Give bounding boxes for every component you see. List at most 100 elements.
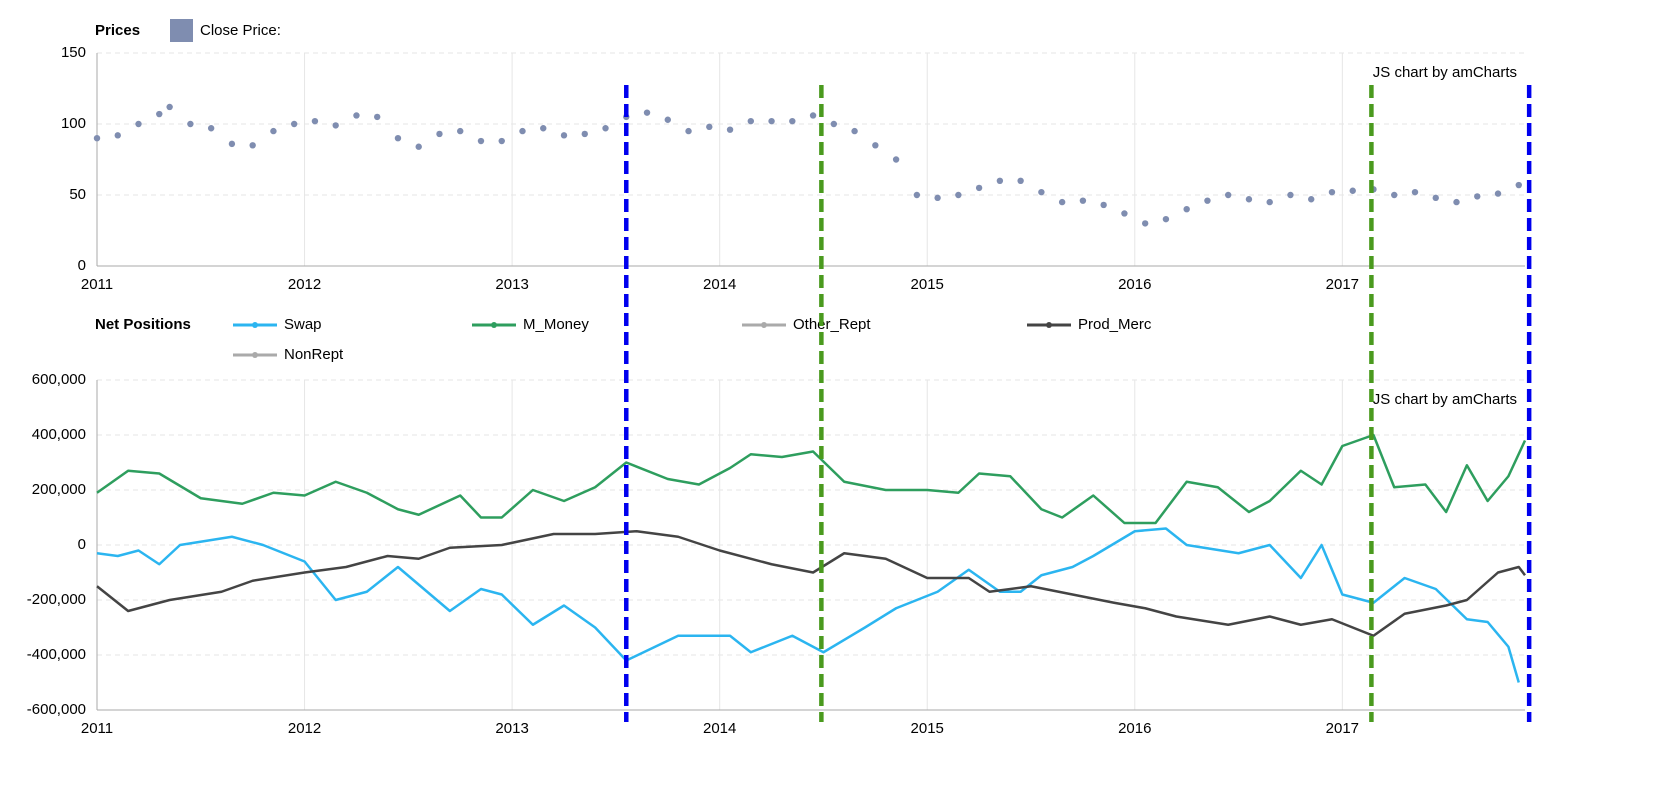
price-point (1349, 187, 1356, 194)
x-tick-label: 2011 (81, 720, 113, 737)
price-point (1308, 196, 1315, 203)
price-point (581, 130, 588, 138)
legend-label: Prod_Merc (1078, 316, 1152, 333)
y-tick-label: 50 (69, 186, 86, 203)
price-point (1411, 188, 1419, 196)
price-point (1515, 181, 1522, 189)
price-point (1058, 198, 1066, 206)
x-tick-label: 2013 (495, 276, 528, 293)
price-point (498, 137, 505, 145)
price-point (540, 125, 547, 132)
legend-dot (761, 322, 767, 328)
legend-dot (252, 322, 258, 328)
price-point (726, 126, 734, 133)
price-point (290, 120, 298, 128)
price-point (477, 137, 485, 145)
series-line (96, 530, 1526, 637)
price-point (560, 132, 568, 139)
price-point (1038, 188, 1045, 196)
price-point (114, 132, 121, 139)
x-tick-label: 2014 (703, 720, 736, 737)
price-point (830, 120, 838, 128)
legend-swatch (170, 19, 193, 42)
x-tick-label: 2012 (288, 276, 321, 293)
legend-dot (491, 322, 497, 328)
price-point (1121, 210, 1128, 217)
price-point (892, 156, 900, 163)
price-point (519, 127, 526, 135)
price-point (1183, 206, 1190, 213)
y-tick-label: 200,000 (32, 481, 86, 498)
price-point (602, 125, 609, 132)
x-tick-label: 2015 (911, 276, 944, 293)
y-tick-label: 150 (61, 44, 86, 61)
price-point (643, 109, 651, 116)
price-point (187, 120, 194, 128)
credit: JS chart by amCharts (1373, 391, 1517, 408)
price-point (1494, 190, 1502, 197)
price-point (228, 140, 236, 148)
price-point (457, 127, 464, 135)
price-point (706, 123, 713, 131)
legend-label: Swap (284, 316, 322, 333)
chart-title: Net Positions (95, 316, 191, 333)
price-point (913, 191, 921, 199)
y-tick-label: 0 (78, 536, 86, 553)
chart-title: Prices (95, 22, 140, 39)
price-point (664, 116, 671, 123)
price-point (768, 117, 775, 125)
price-point (332, 122, 339, 129)
x-tick-label: 2016 (1118, 720, 1151, 737)
legend-label: M_Money (523, 316, 589, 333)
price-point (1100, 201, 1107, 209)
legend-dot (252, 352, 258, 358)
price-point (1432, 194, 1439, 202)
price-point (809, 112, 817, 119)
price-point (1017, 177, 1024, 184)
price-point (1079, 197, 1087, 204)
series-line (96, 433, 1527, 525)
price-point (415, 143, 422, 150)
price-point (1453, 198, 1460, 206)
price-point (955, 191, 962, 199)
legend-label: NonRept (284, 346, 344, 363)
y-tick-label: -600,000 (27, 701, 86, 718)
legend-dot (1046, 322, 1052, 328)
price-point (207, 125, 215, 132)
price-point (934, 194, 941, 202)
x-tick-label: 2011 (81, 276, 113, 293)
price-point (685, 127, 692, 135)
price-point (135, 120, 142, 128)
x-tick-label: 2013 (495, 720, 528, 737)
price-point (789, 117, 796, 125)
credit: JS chart by amCharts (1373, 64, 1517, 81)
x-tick-label: 2012 (288, 720, 321, 737)
price-point (975, 184, 983, 192)
price-point (1328, 188, 1336, 196)
x-tick-label: 2017 (1326, 720, 1359, 737)
price-point (996, 177, 1004, 184)
price-point (436, 130, 443, 138)
y-tick-label: -200,000 (27, 591, 86, 608)
price-point (374, 113, 381, 121)
price-point (1141, 220, 1149, 227)
price-point (156, 110, 163, 118)
legend-label: Other_Rept (793, 316, 871, 333)
price-point (1162, 215, 1170, 223)
x-tick-label: 2015 (911, 720, 944, 737)
price-point (270, 127, 277, 135)
x-tick-label: 2014 (703, 276, 736, 293)
price-point (1287, 191, 1294, 199)
price-point (93, 135, 101, 142)
y-tick-label: 100 (61, 115, 86, 132)
price-point (1266, 198, 1273, 206)
y-tick-label: 0 (78, 257, 86, 274)
x-tick-label: 2016 (1118, 276, 1151, 293)
price-point (353, 112, 360, 119)
price-point (747, 117, 755, 125)
price-point (249, 142, 256, 149)
price-point (851, 127, 858, 135)
price-point (1245, 196, 1253, 203)
y-tick-label: -400,000 (27, 646, 86, 663)
